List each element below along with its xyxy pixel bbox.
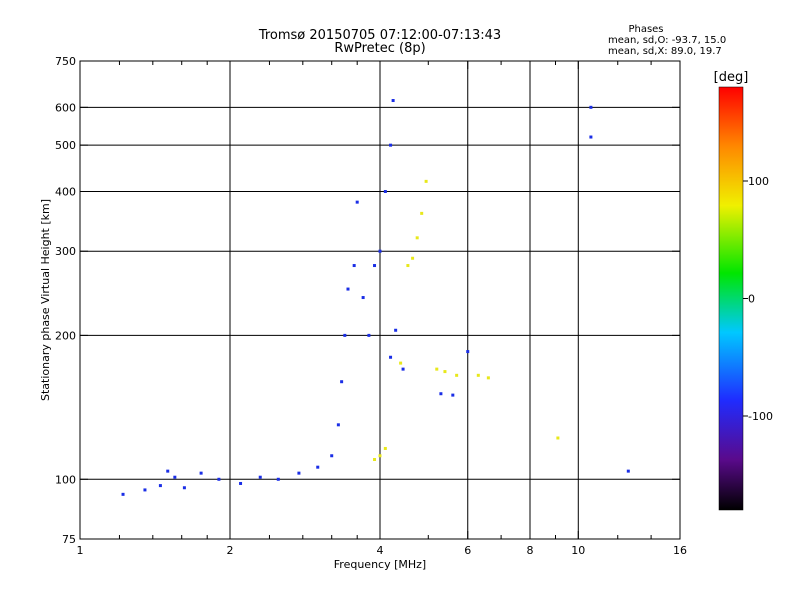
y-tick-label: 600 [55, 101, 76, 114]
echo-point [343, 333, 347, 337]
y-tick-label: 200 [55, 329, 76, 342]
y-tick-label: 500 [55, 139, 76, 152]
colorbar-ticks: 100 0 -100 [743, 175, 773, 423]
echo-point [316, 465, 320, 469]
axis-ticks: 1 2 4 6 8 10 16 75 100 200 300 400 500 600 750 [55, 55, 687, 557]
echo-point [439, 392, 443, 396]
echo-point [355, 200, 359, 204]
echo-point [367, 333, 371, 337]
colorbar-label: [deg] [714, 70, 749, 85]
echo-point [217, 477, 221, 481]
echo-point [239, 481, 243, 485]
echo-point [182, 486, 186, 490]
stats-x-line: mean, sd,X: 89.0, 19.7 [608, 46, 722, 57]
echo-point [373, 264, 377, 268]
y-tick-label: 100 [55, 473, 76, 486]
echo-point [589, 105, 593, 109]
echo-point [383, 446, 387, 450]
echo-point [383, 189, 387, 193]
echo-point [346, 287, 350, 291]
x-tick-label: 4 [377, 544, 384, 557]
stats-o-line: mean, sd,O: -93.7, 15.0 [608, 35, 726, 46]
echo-point [399, 361, 403, 365]
echo-point [389, 355, 393, 359]
echo-point [589, 135, 593, 139]
echo-point [258, 475, 262, 479]
x-tick-label: 1 [77, 544, 84, 557]
echo-point [626, 469, 630, 473]
echo-point [276, 477, 280, 481]
echo-point [415, 236, 419, 240]
x-tick-label: 10 [571, 544, 585, 557]
echo-point [420, 211, 424, 215]
echo-point [406, 264, 410, 268]
echo-point [330, 454, 334, 458]
echo-point [173, 475, 177, 479]
echo-point [199, 471, 203, 475]
x-tick-label: 16 [673, 544, 687, 557]
echo-point [389, 143, 393, 147]
echo-point [121, 492, 125, 496]
echo-point [401, 367, 405, 371]
echo-point [486, 376, 490, 380]
y-tick-label: 750 [55, 55, 76, 68]
echo-point [143, 488, 147, 492]
echo-point [476, 373, 480, 377]
echo-point [158, 484, 162, 488]
echo-point [352, 264, 356, 268]
x-tick-label: 2 [227, 544, 234, 557]
echo-point [166, 469, 170, 473]
echo-point [378, 454, 382, 458]
echo-point [466, 350, 470, 354]
echo-point [297, 471, 301, 475]
y-tick-label: 300 [55, 245, 76, 258]
echo-point [443, 370, 447, 374]
echo-points [121, 99, 630, 496]
grid-lines [80, 61, 680, 539]
echo-point [394, 328, 398, 332]
y-axis-label: Stationary phase Virtual Height [km] [39, 199, 52, 401]
chart-title: Tromsø 20150705 07:12:00-07:13:43 [258, 28, 501, 43]
y-tick-label: 400 [55, 185, 76, 198]
echo-point [391, 99, 395, 103]
y-tick-label: 75 [62, 533, 76, 546]
chart-subtitle: RwPretec (8p) [334, 41, 425, 56]
x-tick-label: 8 [527, 544, 534, 557]
echo-point [424, 179, 428, 183]
colorbar [718, 86, 744, 511]
echo-point [361, 296, 365, 300]
echo-point [340, 380, 344, 384]
stats-heading: Phases [628, 24, 663, 35]
x-tick-label: 6 [464, 544, 471, 557]
echo-point [378, 249, 382, 253]
echo-point [556, 436, 560, 440]
x-axis-label: Frequency [MHz] [334, 558, 426, 571]
echo-point [435, 367, 439, 371]
echo-point [373, 457, 377, 461]
echo-point [411, 256, 415, 260]
colorbar-tick-label: 100 [748, 175, 769, 188]
echo-point [451, 393, 455, 397]
colorbar-tick-label: -100 [748, 410, 773, 423]
echo-point [336, 423, 340, 427]
colorbar-tick-label: 0 [748, 293, 755, 306]
echo-point [455, 373, 459, 377]
